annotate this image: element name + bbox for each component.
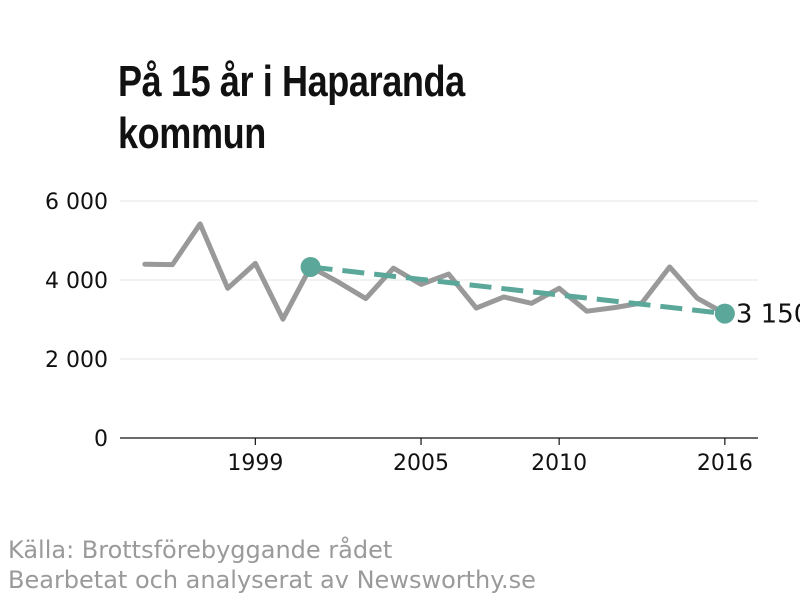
x-tick-label: 2005 (393, 451, 449, 476)
source-text: Källa: Brottsförebyggande rådet (8, 536, 393, 564)
y-tick-label: 2 000 (45, 348, 108, 373)
x-axis-ticks: 1999 2005 2010 2016 (227, 438, 753, 476)
x-tick-label: 2010 (531, 451, 587, 476)
end-value-label: 3 150 (736, 300, 800, 330)
y-tick-label: 0 (94, 427, 108, 452)
y-tick-label: 4 000 (45, 269, 108, 294)
y-axis-ticks: 0 2 000 4 000 6 000 (45, 190, 108, 452)
chart-title: På 15 år i Haparanda kommun (118, 57, 465, 158)
footer: Källa: Brottsförebyggande rådet Bearbeta… (8, 535, 536, 595)
trend-line (310, 264, 726, 317)
credit-text: Bearbetat och analyserat av Newsworthy.s… (8, 566, 536, 594)
series-line (142, 221, 728, 322)
y-tick-label: 6 000 (45, 190, 108, 215)
x-tick-label: 2016 (697, 451, 753, 476)
trend-start-point (300, 256, 321, 277)
trend-end-point (714, 303, 735, 324)
x-tick-label: 1999 (227, 451, 283, 476)
line-chart: 0 2 000 4 000 6 000 1999 2005 2010 2016 3 150 (45, 190, 800, 476)
